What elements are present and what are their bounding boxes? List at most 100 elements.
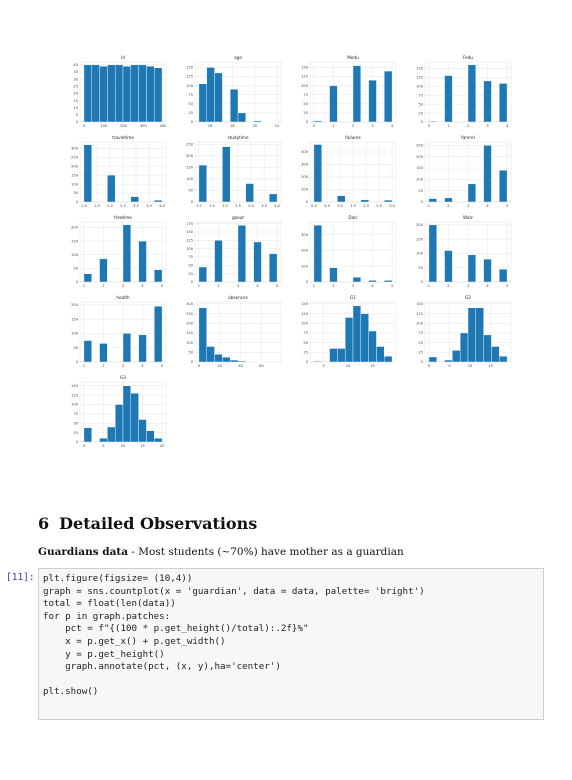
x-tick-label: 3.5: [261, 204, 267, 208]
x-tick-label: 200: [120, 124, 128, 128]
x-tick-label: 16: [208, 124, 213, 128]
bar: [206, 346, 215, 363]
bar: [313, 224, 322, 283]
bar: [99, 66, 108, 123]
bar: [198, 164, 207, 203]
histogram: 0 50 100 150 200 1 2 3 4 5 Walc: [416, 215, 512, 288]
plot-title: Dalc: [348, 215, 358, 220]
y-tick-label: 0: [421, 120, 424, 124]
x-tick-label: 2.0: [222, 204, 228, 208]
bar: [444, 250, 453, 283]
bar: [475, 307, 484, 363]
y-tick-label: 0: [191, 120, 194, 124]
bar: [253, 120, 262, 123]
x-tick-label: 4.0: [274, 204, 280, 208]
x-tick-label: 1: [83, 284, 85, 288]
code-line: plt.figure(figsize= (10,4)): [43, 573, 193, 584]
bar: [428, 121, 437, 123]
x-tick-label: 3: [467, 204, 469, 208]
bar: [138, 240, 147, 283]
plot-title: studytime: [227, 135, 248, 140]
y-tick-label: 30: [73, 77, 78, 81]
plot-title: G1: [350, 295, 356, 300]
y-tick-label: 0: [76, 200, 79, 204]
y-tick-label: 75: [418, 331, 423, 335]
y-tick-label: 0: [191, 360, 194, 364]
bar: [253, 241, 262, 283]
bar: [352, 65, 362, 123]
y-tick-label: 100: [71, 332, 79, 336]
x-tick-label: 15: [370, 364, 375, 368]
bar: [198, 266, 207, 283]
histogram: 0 25 50 75 100 125 150 0 5 10 15 20 G3: [71, 375, 167, 448]
bar: [99, 343, 108, 363]
y-tick-label: 200: [71, 164, 79, 168]
y-tick-label: 125: [186, 239, 193, 243]
y-tick-label: 75: [418, 93, 423, 97]
plot-title: failures: [345, 135, 360, 140]
x-tick-label: 2: [352, 124, 354, 128]
y-tick-label: 125: [416, 76, 423, 80]
bar: [198, 83, 207, 123]
bar: [154, 269, 163, 283]
bar: [499, 170, 508, 203]
code-line: graph = sns.countplot(x = 'guardian', da…: [43, 585, 425, 597]
y-tick-label: 0: [421, 200, 424, 204]
y-tick-label: 75: [188, 93, 193, 97]
y-tick-label: 50: [73, 267, 78, 271]
x-tick-label: 60: [259, 364, 264, 368]
y-tick-label: 100: [416, 252, 424, 256]
paragraph-text: - Most students (~70%) have mother as a …: [128, 546, 404, 558]
x-tick-label: 3: [467, 284, 469, 288]
bar: [313, 144, 322, 203]
x-tick-label: 3.0: [248, 204, 254, 208]
histogram: 0 25 50 75 100 125 150 5 10 15 G1: [301, 295, 397, 368]
y-tick-label: 150: [416, 166, 424, 170]
plot-title: G3: [120, 375, 126, 380]
y-tick-label: 100: [186, 177, 194, 181]
bar: [122, 385, 132, 443]
bar: [245, 183, 254, 203]
y-tick-label: 25: [73, 84, 78, 88]
y-tick-label: 150: [71, 173, 79, 177]
y-tick-label: 0: [76, 360, 79, 364]
bar: [146, 66, 155, 123]
bar: [154, 306, 163, 363]
y-tick-label: 150: [71, 317, 79, 321]
y-tick-label: 0: [191, 200, 194, 204]
y-tick-label: 0: [421, 360, 424, 364]
y-tick-label: 100: [186, 84, 194, 88]
bar: [384, 280, 393, 283]
bar: [107, 174, 116, 203]
bar: [138, 64, 147, 123]
bar: [313, 361, 322, 363]
bar: [154, 200, 163, 203]
y-tick-label: 250: [71, 155, 79, 159]
y-tick-label: 125: [416, 312, 423, 316]
code: plt.figure(figsize= (10,4)) graph = sns.c…: [43, 573, 539, 699]
x-tick-label: 1.0: [196, 204, 202, 208]
bar: [83, 273, 92, 283]
y-tick-label: 150: [301, 66, 309, 70]
y-tick-label: 40: [73, 63, 78, 67]
bar: [491, 346, 500, 363]
bar: [237, 112, 247, 123]
bar: [368, 79, 377, 123]
x-tick-label: 1: [198, 284, 200, 288]
bar: [99, 438, 108, 443]
y-tick-label: 50: [418, 341, 423, 345]
y-tick-label: 15: [73, 99, 78, 103]
bar: [237, 225, 247, 283]
y-tick-label: 35: [73, 70, 78, 74]
bar: [329, 267, 338, 283]
y-tick-label: 150: [416, 302, 424, 306]
y-tick-label: 100: [71, 182, 79, 186]
bar: [384, 199, 393, 203]
histogram: 0 50 100 150 200 250 1 2 3 4 5 famrel: [416, 135, 512, 208]
y-tick-label: 150: [186, 331, 194, 335]
bar: [337, 348, 346, 363]
x-tick-label: 2: [217, 284, 219, 288]
bar: [269, 253, 278, 283]
x-tick-label: 1: [332, 124, 334, 128]
bar: [154, 67, 163, 123]
